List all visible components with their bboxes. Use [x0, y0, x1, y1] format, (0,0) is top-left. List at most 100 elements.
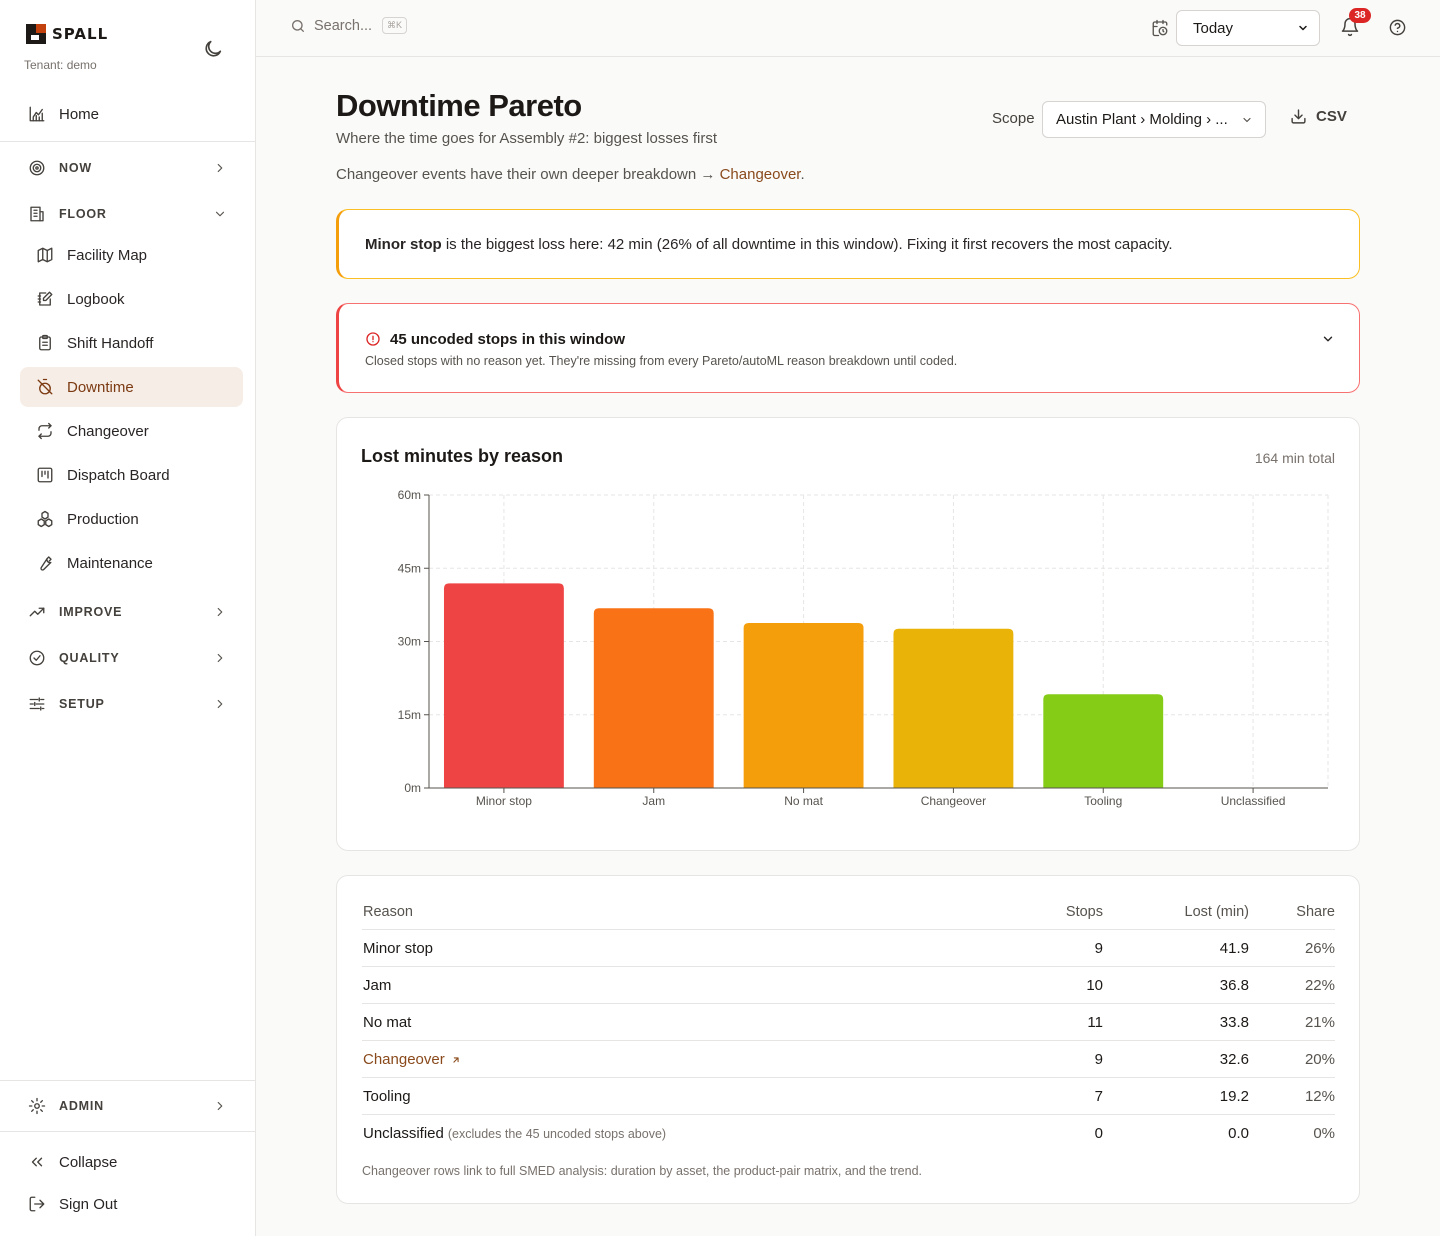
- y-tick-label: 45m: [398, 561, 421, 575]
- row-share: 0%: [1313, 1125, 1335, 1142]
- scope-select[interactable]: Austin Plant › Molding › ...: [1042, 101, 1266, 138]
- x-tick-label: Tooling: [1084, 794, 1122, 808]
- x-tick-label: Unclassified: [1221, 794, 1286, 808]
- bar: [743, 622, 864, 788]
- sidebar-item-label: Maintenance: [67, 554, 153, 572]
- sidebar-item-logbook[interactable]: Logbook: [20, 279, 243, 319]
- boxes-icon: [36, 510, 54, 528]
- alert-description: Closed stops with no reason yet. They're…: [365, 354, 958, 368]
- row-share: 12%: [1304, 1088, 1335, 1105]
- header-stops: Stops: [1065, 904, 1103, 920]
- sidebar-group-quality[interactable]: QUALITY: [20, 638, 243, 678]
- row-reason: Changeover: [363, 1051, 445, 1068]
- tenant-label: Tenant: demo: [24, 58, 97, 72]
- lost-minutes-chart-card: Lost minutes by reason 164 min total 0m 1…: [336, 417, 1360, 851]
- chevron-down-icon[interactable]: [1321, 332, 1335, 346]
- repeat-icon: [36, 422, 54, 440]
- sidebar-item-label: Dispatch Board: [67, 466, 170, 484]
- row-stops: 9: [1094, 940, 1103, 957]
- changeover-note: Changeover events have their own deeper …: [336, 166, 805, 183]
- sidebar-group-admin[interactable]: ADMIN: [20, 1086, 243, 1126]
- sidebar-item-changeover[interactable]: Changeover: [20, 411, 243, 451]
- sidebar-item-maintenance[interactable]: Maintenance: [20, 543, 243, 583]
- changeover-row-link[interactable]: Changeover: [363, 1051, 461, 1068]
- row-lost: 41.9: [1219, 940, 1249, 957]
- pareto-bar-chart: 0m 15m 30m 45m 60m Minor stop Jam No mat Changeo…: [398, 488, 1329, 808]
- alert-title: 45 uncoded stops in this window: [390, 331, 626, 348]
- chevrons-left-icon: [28, 1153, 46, 1171]
- row-reason: Tooling: [363, 1088, 411, 1105]
- insight-highlight: Minor stop: [365, 236, 442, 253]
- chart-area-icon: [28, 105, 46, 123]
- brand-logo[interactable]: SPALL: [26, 24, 108, 44]
- chevron-right-icon: [213, 161, 227, 175]
- brand-name: SPALL: [52, 25, 109, 43]
- sidebar-item-label: Changeover: [67, 422, 149, 440]
- chart-title: Lost minutes by reason: [361, 446, 564, 466]
- download-icon: [1290, 108, 1307, 125]
- sidebar-group-label: IMPROVE: [59, 605, 123, 619]
- chevron-right-icon: [213, 697, 227, 711]
- alert-circle-icon: [365, 331, 381, 347]
- sidebar-item-shift-handoff[interactable]: Shift Handoff: [20, 323, 243, 363]
- row-stops: 10: [1086, 977, 1103, 994]
- calendar-clock-icon: [1151, 19, 1169, 37]
- row-share: 21%: [1304, 1014, 1335, 1031]
- check-circle-icon: [28, 649, 46, 667]
- sidebar-item-dispatch-board[interactable]: Dispatch Board: [20, 455, 243, 495]
- header-reason: Reason: [363, 904, 413, 920]
- insight-body: is the biggest loss here: 42 min (26% of…: [441, 236, 1173, 253]
- kanban-icon: [36, 466, 54, 484]
- date-range-value: Today: [1193, 19, 1234, 37]
- table-row: No mat 11 33.8 21%: [362, 1004, 1335, 1041]
- timer-off-icon: [36, 378, 54, 396]
- sidebar-item-production[interactable]: Production: [20, 499, 243, 539]
- chevron-down-icon: [1241, 114, 1253, 126]
- log-out-icon: [28, 1195, 46, 1213]
- row-stops: 11: [1087, 1014, 1103, 1031]
- row-stops: 9: [1094, 1051, 1103, 1068]
- page-title: Downtime Pareto: [336, 88, 582, 123]
- csv-export-button[interactable]: CSV: [1290, 108, 1347, 125]
- sidebar-group-improve[interactable]: IMPROVE: [20, 592, 243, 632]
- reason-table-card: Reason Stops Lost (min) Share Minor stop…: [336, 875, 1360, 1204]
- sign-out-button[interactable]: Sign Out: [20, 1184, 243, 1224]
- row-lost: 19.2: [1219, 1088, 1249, 1105]
- table-row: Changeover 9 32.6 20%: [362, 1041, 1335, 1078]
- sidebar-item-downtime[interactable]: Downtime: [20, 367, 243, 407]
- trending-up-icon: [28, 603, 46, 621]
- help-circle-icon[interactable]: [1388, 18, 1407, 37]
- sidebar-divider: [0, 141, 255, 142]
- sidebar-item-home[interactable]: Home: [20, 94, 243, 134]
- y-tick-label: 0m: [404, 781, 421, 795]
- row-reason-cell: Unclassified (excludes the 45 uncoded sto…: [363, 1125, 666, 1142]
- date-range-select[interactable]: Today: [1176, 10, 1320, 46]
- x-tick-label: Minor stop: [476, 794, 532, 808]
- sidebar-item-label: Home: [59, 105, 100, 123]
- sidebar-item-label: Logbook: [67, 290, 125, 308]
- row-lost: 0.0: [1228, 1125, 1249, 1142]
- chevron-right-icon: [213, 605, 227, 619]
- building-icon: [28, 205, 46, 223]
- changeover-link[interactable]: Changeover: [719, 166, 801, 183]
- y-tick-label: 15m: [398, 708, 421, 722]
- table-footnote: Changeover rows link to full SMED analys…: [362, 1164, 922, 1178]
- sidebar-item-label: Facility Map: [67, 246, 148, 264]
- search-placeholder: Search...: [314, 17, 373, 34]
- search-shortcut: ⌘K: [382, 17, 408, 34]
- search-input[interactable]: Search... ⌘K: [290, 17, 408, 34]
- uncoded-stops-alert[interactable]: 45 uncoded stops in this window Closed s…: [336, 303, 1360, 393]
- sidebar-group-label: QUALITY: [59, 651, 120, 665]
- row-stops: 7: [1094, 1088, 1103, 1105]
- row-reason: Jam: [363, 977, 392, 994]
- collapse-sidebar-button[interactable]: Collapse: [20, 1142, 243, 1182]
- sidebar-group-label: FLOOR: [59, 207, 107, 221]
- sidebar-group-floor[interactable]: FLOOR: [20, 194, 243, 234]
- moon-icon[interactable]: [202, 38, 224, 60]
- header-lost: Lost (min): [1184, 904, 1249, 920]
- sidebar-group-now[interactable]: NOW: [20, 148, 243, 188]
- sidebar-item-facility-map[interactable]: Facility Map: [20, 235, 243, 275]
- x-tick-label: No mat: [784, 794, 823, 808]
- scope-label: Scope: [992, 110, 1035, 127]
- sidebar-group-setup[interactable]: SETUP: [20, 684, 243, 724]
